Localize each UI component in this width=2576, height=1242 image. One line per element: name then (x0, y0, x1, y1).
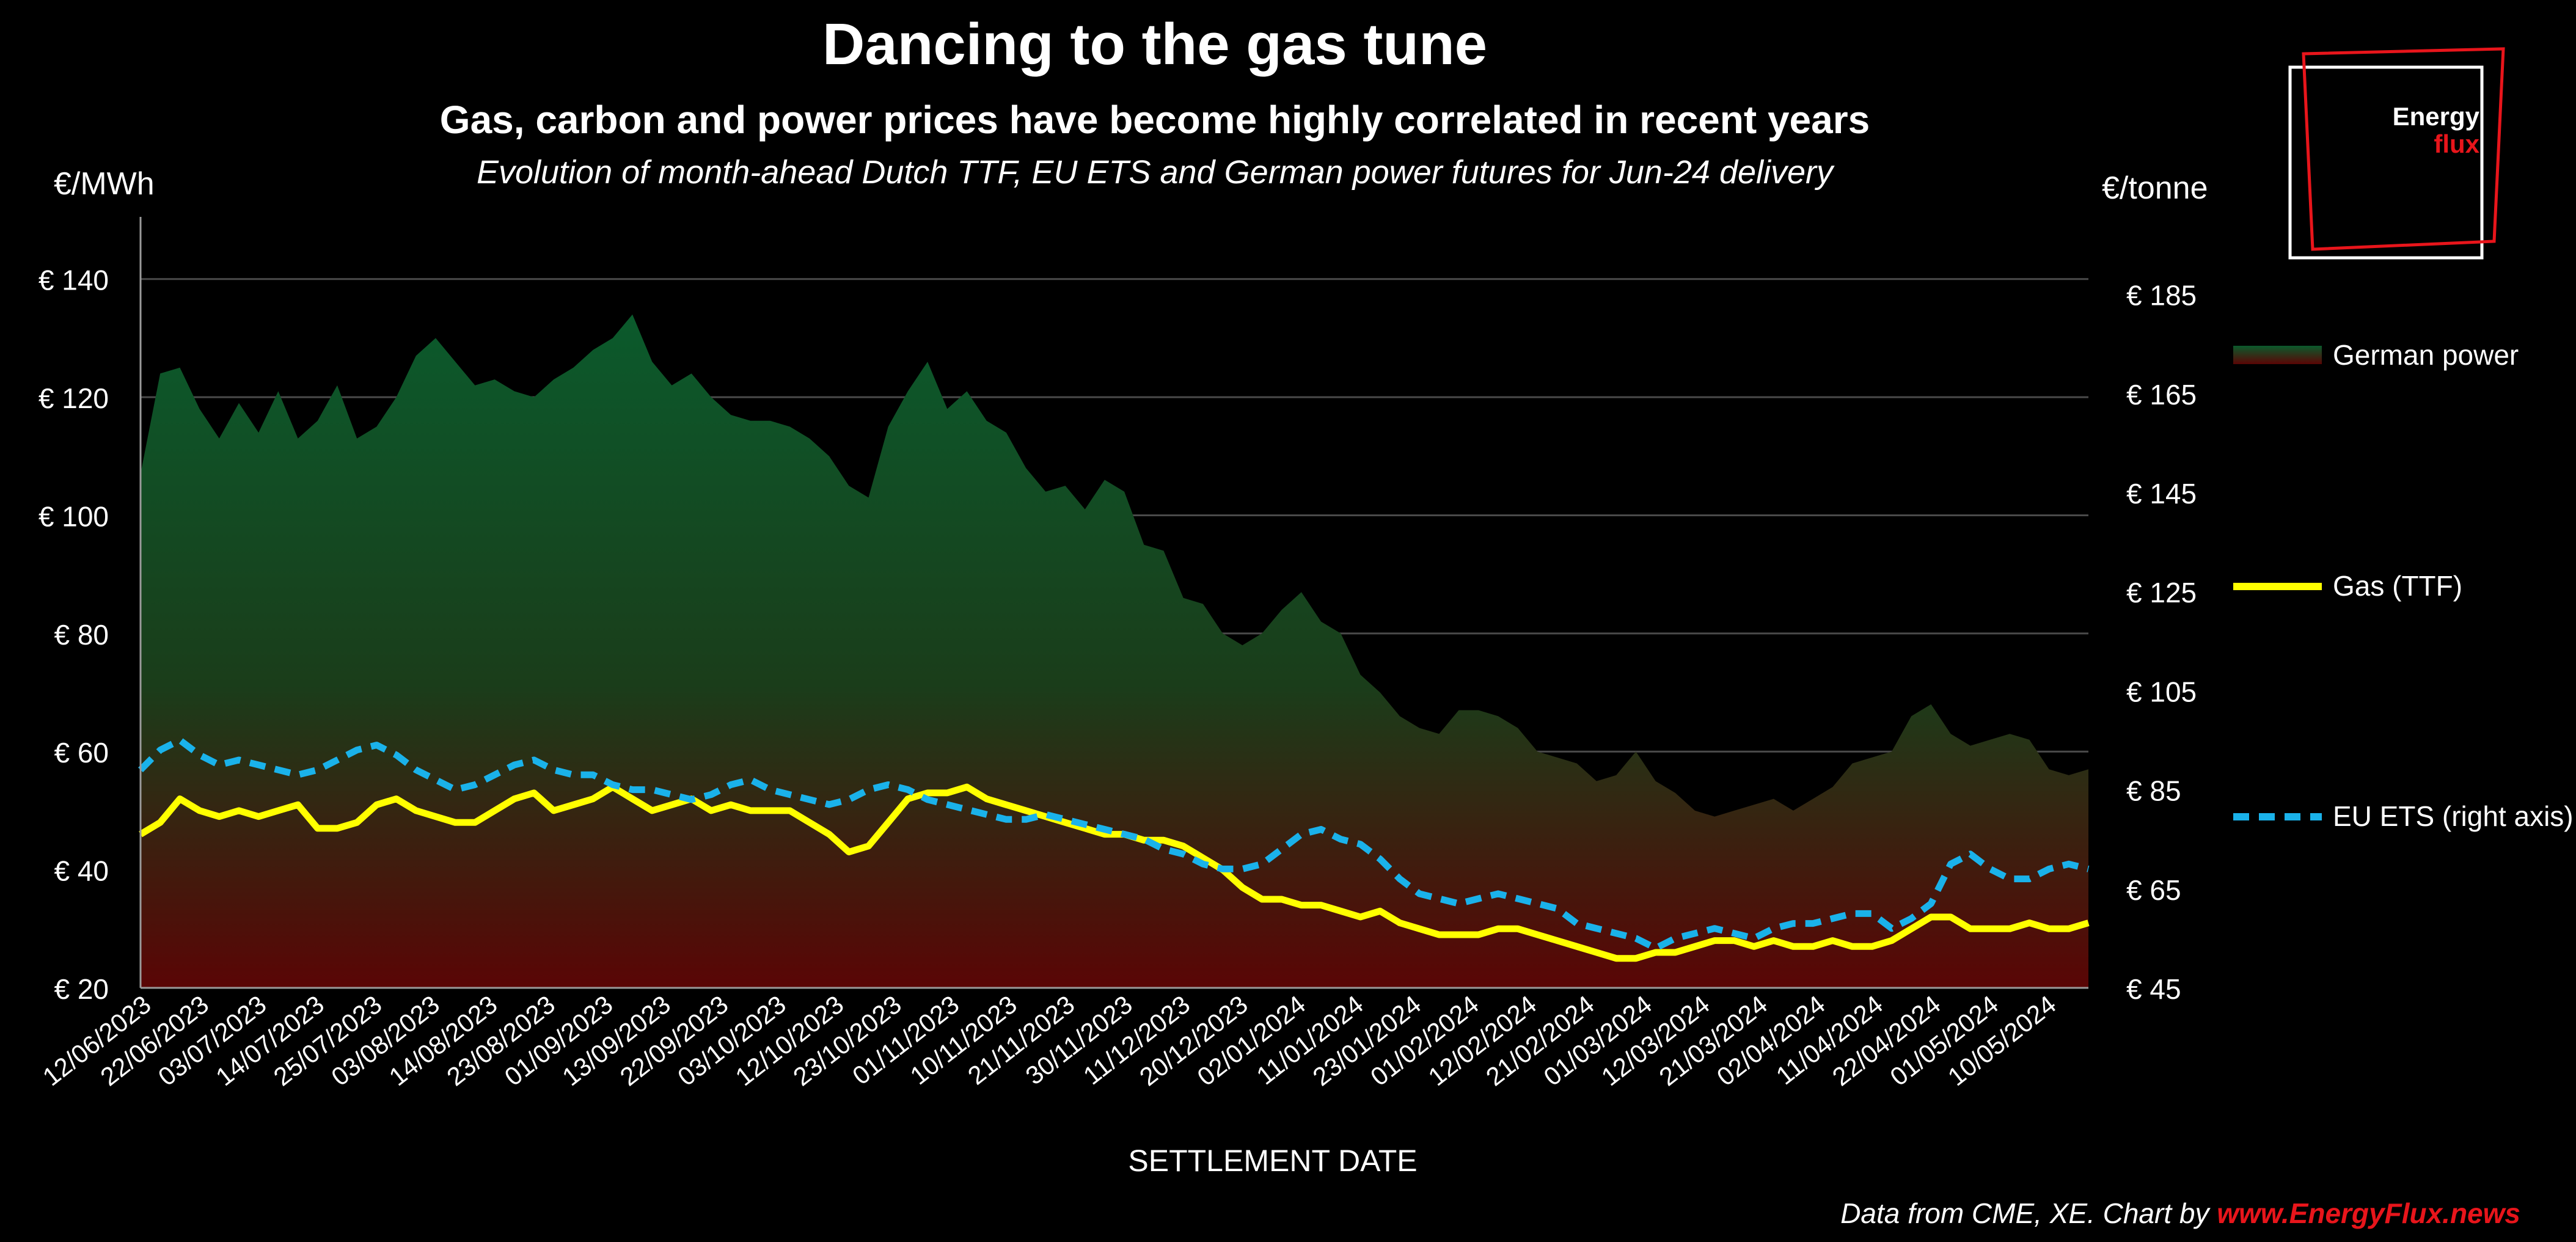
right-axis-label: €/tonne (2102, 170, 2208, 206)
y-right-tick-label: € 65 (2126, 874, 2181, 906)
y-left-tick-label: € 40 (54, 855, 109, 887)
y-left-tick-label: € 20 (54, 973, 109, 1005)
energyflux-logo: Energy flux (2288, 47, 2505, 260)
right-axis-ticks: € 45 € 65 € 85 € 105 € 125 € 145 € 165 € 185 (2126, 280, 2197, 1005)
y-left-tick-label: € 100 (38, 500, 109, 532)
y-right-tick-label: € 165 (2126, 379, 2197, 411)
line-series-layer (138, 737, 2090, 962)
left-axis-ticks: € 20 € 40 € 60 € 80 € 100 € 120 € 140 (38, 265, 109, 1005)
legend: German power Gas (TTF) EU ETS (right axi… (2233, 339, 2574, 832)
y-left-tick-label: € 60 (54, 737, 109, 769)
chart-subtitle: Gas, carbon and power prices have become… (440, 98, 1870, 142)
y-right-tick-label: € 145 (2126, 478, 2197, 510)
legend-item-ets: EU ETS (right axis) (2233, 800, 2574, 832)
chart-description: Evolution of month-ahead Dutch TTF, EU E… (477, 154, 1835, 191)
y-left-tick-label: € 140 (38, 265, 109, 296)
x-axis-ticks: 12/06/202322/06/202303/07/202314/07/2023… (37, 990, 2062, 1091)
logo-frame-red (2302, 47, 2505, 251)
source-prefix: Data from CME, XE. Chart by (1840, 1197, 2217, 1229)
logo-frame-white (2288, 65, 2484, 260)
legend-label-ets: EU ETS (right axis) (2333, 800, 2574, 832)
logo-text-flux: flux (2434, 130, 2479, 158)
power-area-layer (141, 314, 2088, 988)
source-link[interactable]: www.EnergyFlux.news (2217, 1197, 2520, 1229)
gas-line (139, 783, 2090, 962)
y-right-tick-label: € 45 (2126, 973, 2181, 1005)
left-axis-label: €/MWh (54, 166, 155, 202)
axes (139, 217, 2088, 989)
logo-text-energy: Energy (2393, 102, 2480, 131)
legend-swatch-power (2233, 346, 2322, 364)
source-note: Data from CME, XE. Chart by www.EnergyFl… (1840, 1197, 2520, 1229)
power-area (141, 314, 2088, 988)
legend-item-power: German power (2233, 339, 2519, 371)
y-right-tick-label: € 85 (2126, 775, 2181, 807)
ets-line (138, 737, 2090, 952)
y-right-tick-label: € 125 (2126, 577, 2197, 608)
y-left-tick-label: € 120 (38, 382, 109, 414)
legend-label-gas: Gas (TTF) (2333, 570, 2462, 602)
legend-item-gas: Gas (TTF) (2233, 570, 2462, 602)
y-right-tick-label: € 105 (2126, 676, 2197, 707)
x-axis-title: SETTLEMENT DATE (1128, 1144, 1417, 1178)
chart-title: Dancing to the gas tune (822, 12, 1487, 77)
y-left-tick-label: € 80 (54, 619, 109, 651)
legend-label-power: German power (2333, 339, 2519, 371)
y-right-tick-label: € 185 (2126, 280, 2197, 312)
